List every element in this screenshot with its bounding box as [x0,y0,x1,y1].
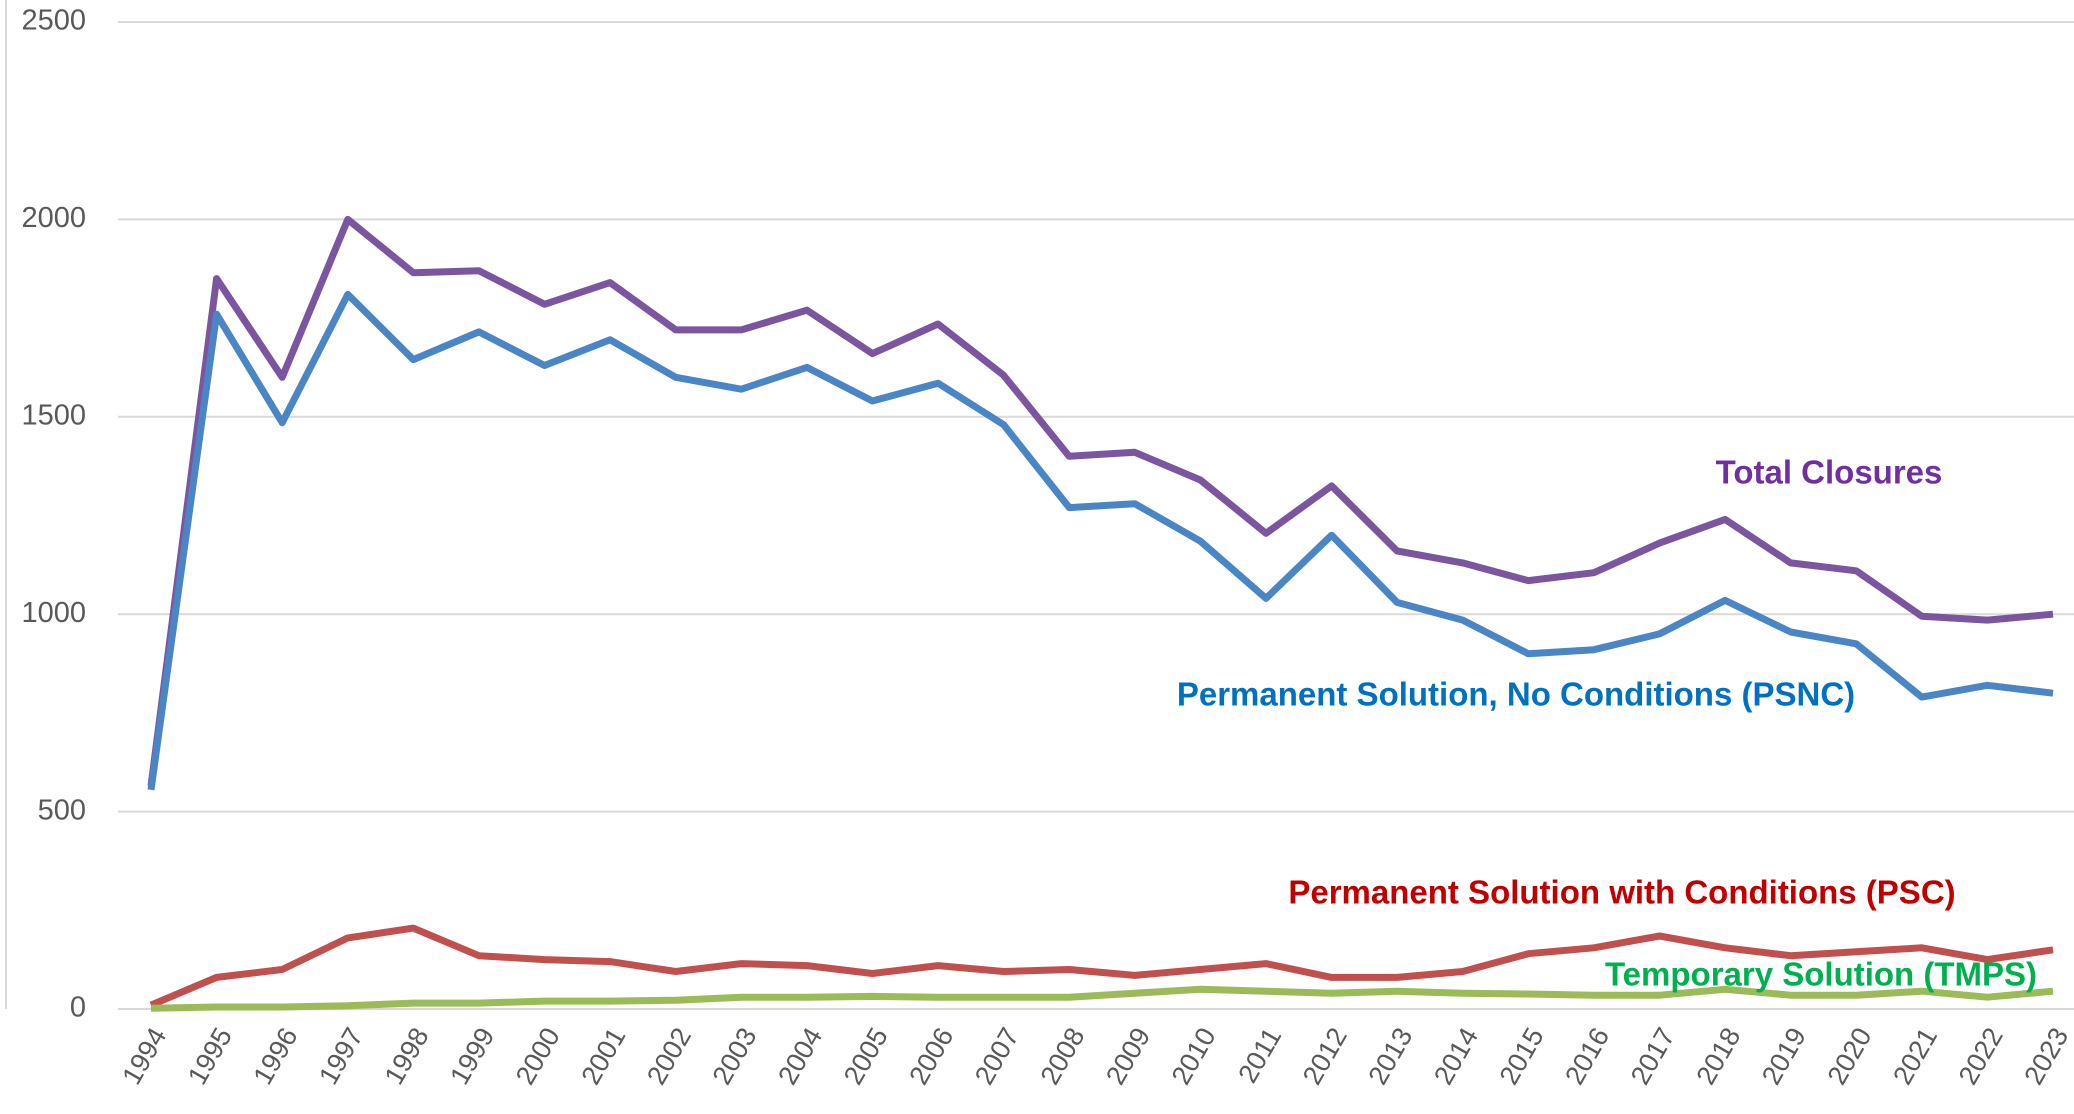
x-tick-label: 2012 [1297,1023,1353,1090]
series-line [149,924,2054,1009]
x-tick-label: 2011 [1232,1023,1287,1088]
x-tick-label: 2007 [969,1023,1025,1090]
y-tick-label: 1000 [21,597,86,629]
x-tick-label: 2010 [1166,1023,1222,1090]
x-tick-label: 2021 [1887,1023,1943,1090]
y-tick-label: 1500 [21,399,86,431]
x-tick-label: 2016 [1559,1023,1615,1090]
x-tick-label: 2014 [1428,1023,1484,1090]
series-label: Temporary Solution (TMPS) [1605,956,2037,993]
x-tick-label: 1994 [116,1023,172,1090]
series-line [147,215,2054,787]
x-tick-label: 1996 [248,1023,304,1090]
x-tick-label: 2008 [1035,1023,1091,1090]
y-tick-label: 0 [70,992,86,1024]
x-tick-label: 2004 [772,1023,828,1090]
series-label: Total Closures [1716,454,1943,491]
x-tick-label: 2001 [575,1023,631,1090]
x-tick-label: 2022 [1953,1023,2009,1090]
x-tick-label: 2018 [1690,1023,1746,1090]
x-tick-label: 1997 [313,1023,369,1090]
x-tick-label: 2005 [838,1023,894,1090]
x-tick-label: 1999 [444,1023,500,1090]
series-line [150,985,2054,1012]
series-label: Permanent Solution with Conditions (PSC) [1288,874,1955,911]
x-tick-label: 2006 [903,1023,959,1090]
series-label: Permanent Solution, No Conditions (PSNC) [1177,676,1855,713]
x-tick-label: 1998 [379,1023,435,1090]
y-tick-label: 2000 [21,202,86,234]
x-tick-label: 2015 [1494,1023,1550,1090]
series-line [147,290,2054,791]
x-tick-label: 2009 [1100,1023,1156,1090]
x-tick-label: 2002 [641,1023,697,1090]
x-tick-label: 2020 [1822,1023,1878,1090]
x-tick-label: 2019 [1756,1023,1812,1090]
x-tick-label: 2013 [1362,1023,1418,1090]
x-tick-label: 2017 [1625,1023,1681,1090]
x-tick-label: 2023 [2018,1023,2074,1090]
x-tick-label: 2000 [510,1023,566,1090]
x-tick-label: 1995 [182,1023,238,1090]
x-tick-label: 2003 [707,1023,763,1090]
y-tick-label: 2500 [21,5,86,37]
y-tick-label: 500 [38,794,86,826]
